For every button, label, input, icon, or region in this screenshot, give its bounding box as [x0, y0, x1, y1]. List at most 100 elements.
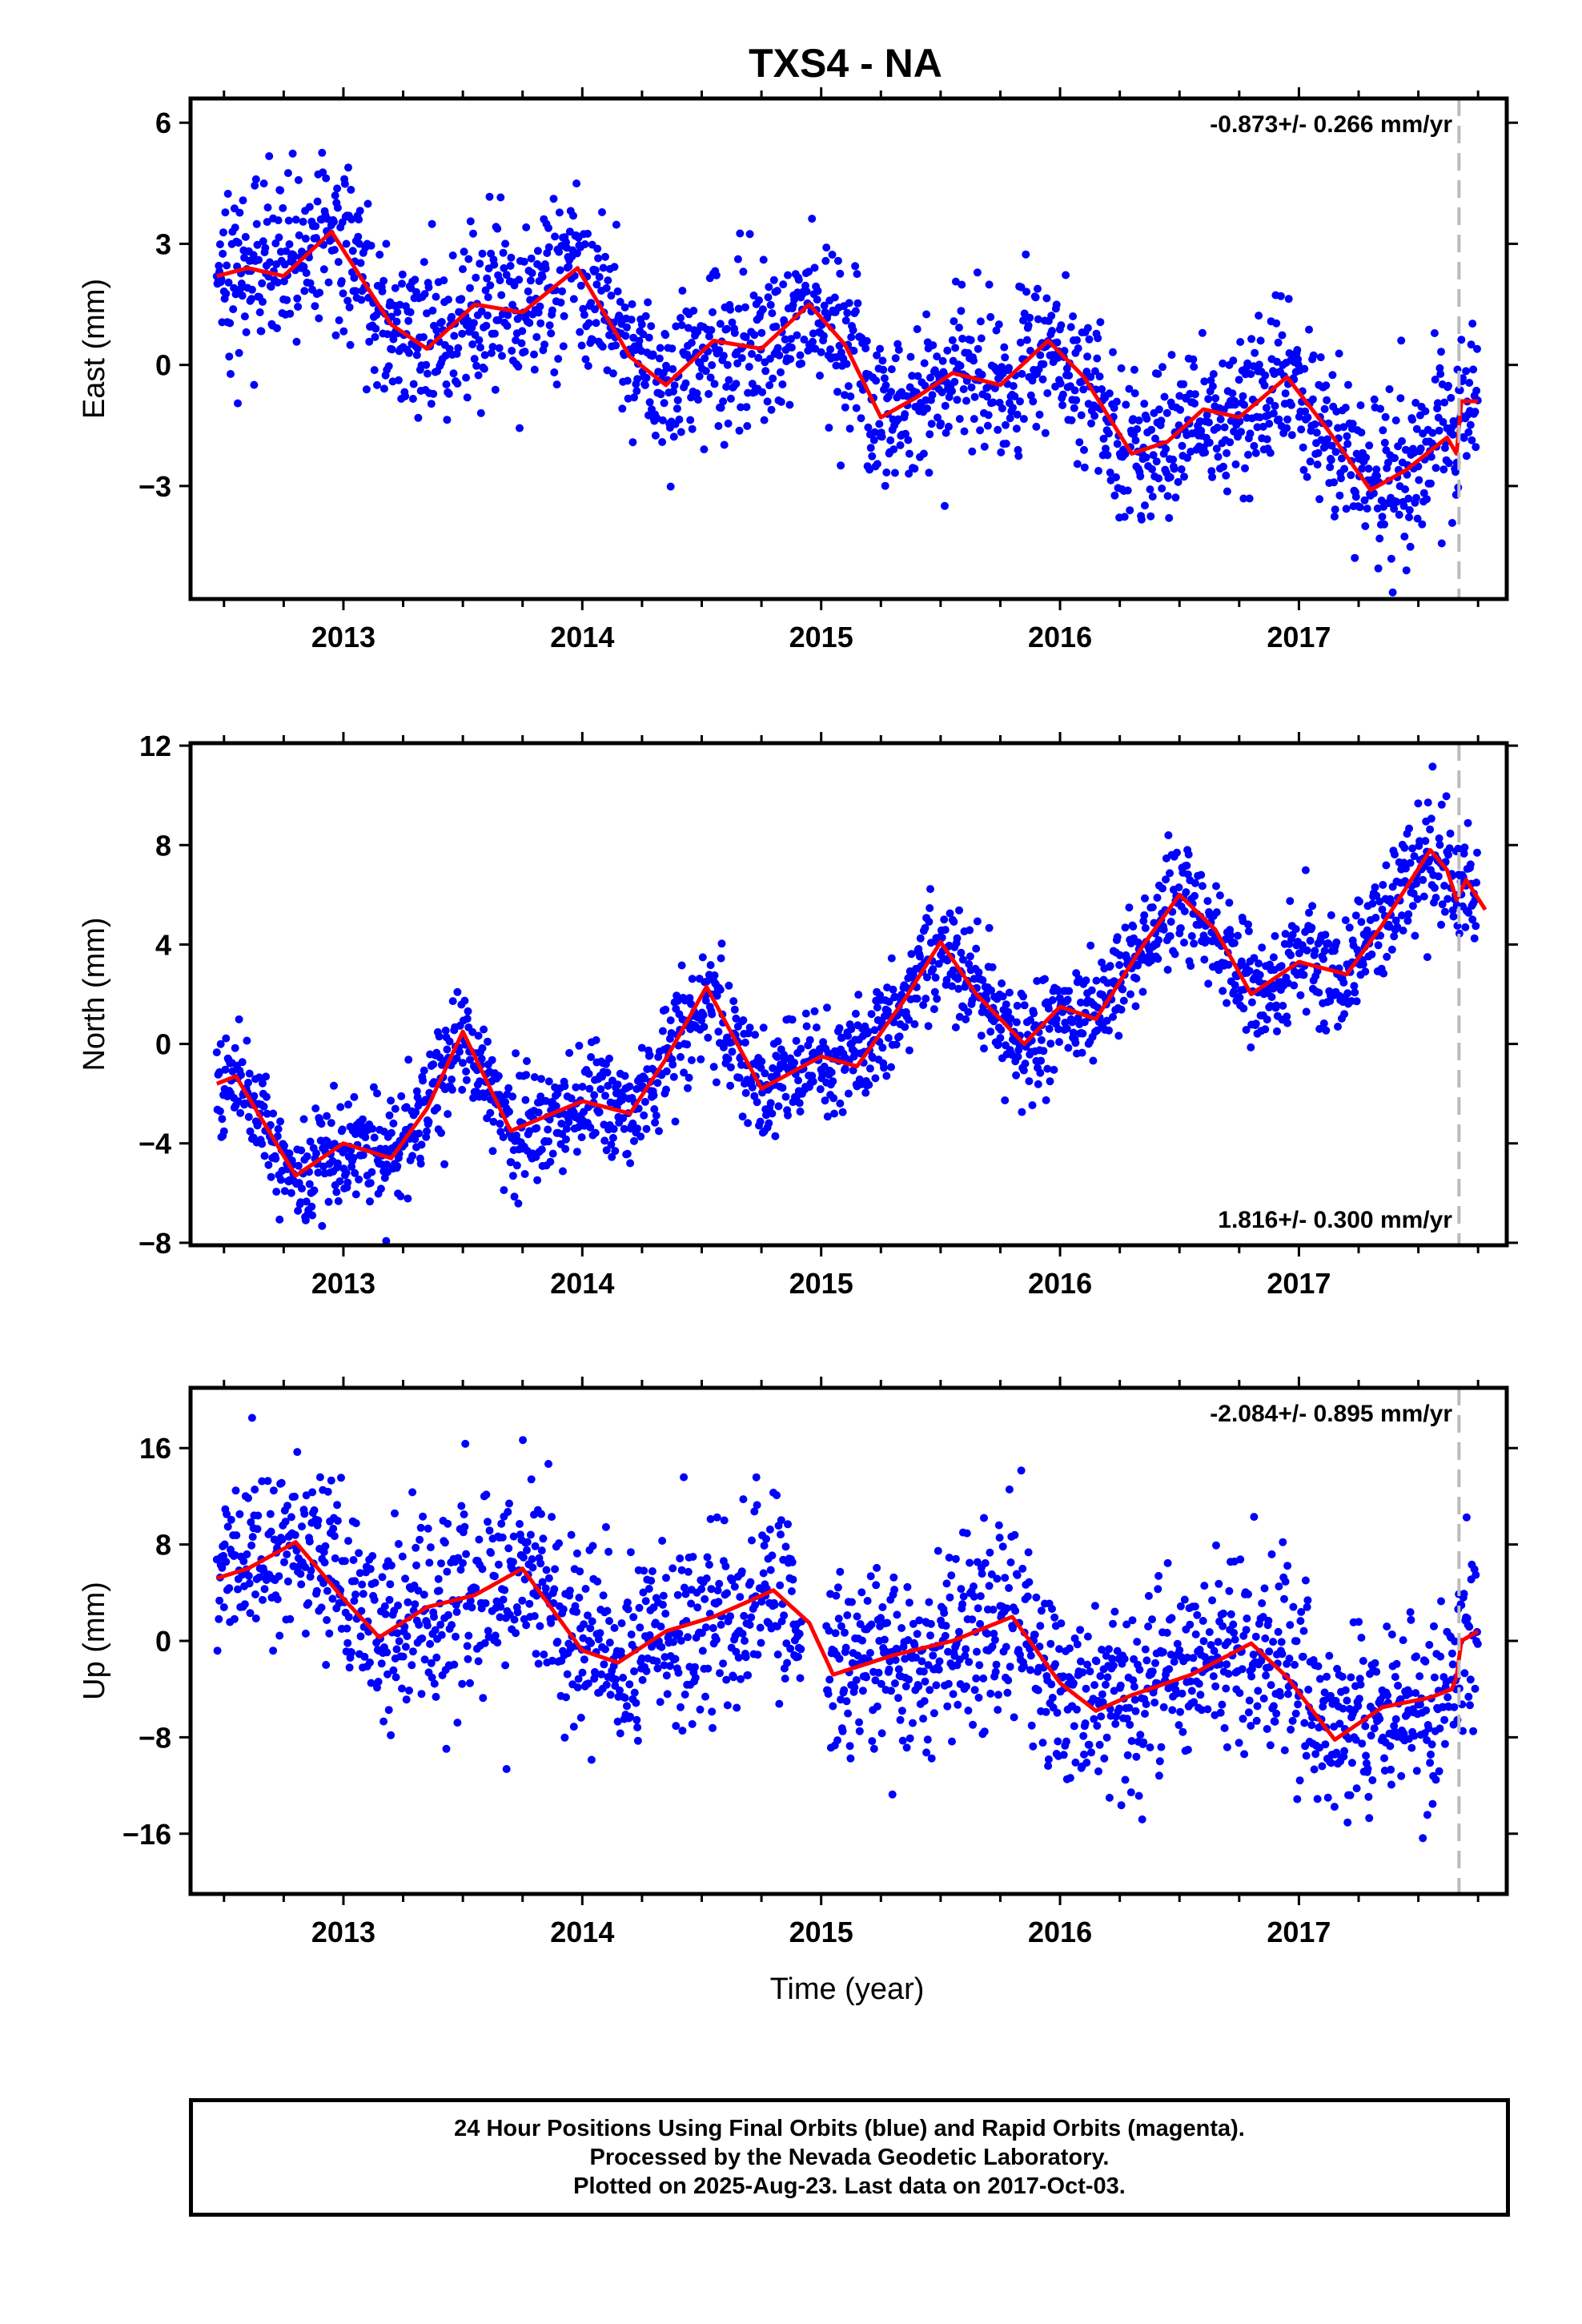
data-point: [263, 1477, 272, 1486]
data-point: [1045, 1024, 1054, 1033]
data-point: [235, 1015, 243, 1023]
data-point: [488, 343, 497, 352]
data-point: [578, 1083, 587, 1091]
data-point: [1320, 404, 1329, 413]
x-ticks: [223, 87, 1480, 610]
data-point: [417, 1140, 426, 1149]
data-point: [1110, 491, 1119, 500]
data-point: [613, 1080, 622, 1089]
data-point: [870, 1026, 879, 1035]
data-point: [661, 1610, 670, 1618]
data-point: [1160, 392, 1169, 401]
data-point: [536, 319, 545, 328]
data-point: [1106, 962, 1114, 971]
data-point: [1095, 372, 1104, 381]
data-point: [710, 380, 719, 388]
data-point: [612, 1675, 620, 1684]
data-point: [464, 1631, 473, 1640]
data-point: [234, 1097, 243, 1106]
data-point: [255, 1073, 263, 1082]
data-point: [1140, 911, 1149, 919]
data-point: [669, 1564, 677, 1573]
data-point: [504, 311, 512, 320]
data-point: [1212, 444, 1221, 453]
data-point: [728, 318, 737, 327]
data-point: [688, 424, 697, 433]
data-point: [290, 252, 299, 261]
data-point: [537, 1546, 546, 1555]
data-point: [496, 1120, 504, 1128]
data-point: [691, 1663, 699, 1671]
data-point: [797, 1044, 805, 1053]
plot-area: [212, 1413, 1482, 1843]
data-point: [773, 344, 782, 352]
data-point: [1253, 423, 1262, 432]
data-point: [751, 1031, 760, 1039]
data-point: [273, 324, 281, 332]
data-point: [389, 1119, 398, 1128]
data-point: [712, 1635, 721, 1644]
data-point: [253, 240, 262, 249]
data-point: [464, 255, 473, 263]
data-point: [1112, 473, 1120, 481]
data-point: [825, 1626, 833, 1635]
data-point: [1230, 939, 1239, 947]
data-point: [670, 381, 679, 390]
data-point: [508, 1558, 517, 1566]
data-point: [1067, 416, 1076, 424]
data-point: [751, 1601, 760, 1610]
data-point: [1132, 974, 1141, 983]
data-point: [1237, 428, 1246, 436]
data-point: [489, 1117, 498, 1126]
data-point: [499, 248, 508, 257]
data-point: [689, 307, 698, 315]
data-point: [453, 380, 462, 388]
data-point: [810, 263, 819, 272]
data-point: [484, 293, 492, 302]
data-point: [868, 452, 877, 460]
data-point: [491, 1631, 500, 1640]
data-point: [917, 1657, 926, 1666]
data-point: [1134, 961, 1142, 970]
data-point: [441, 1026, 450, 1035]
data-point: [1348, 420, 1357, 428]
data-point: [766, 1566, 775, 1574]
data-point: [1391, 454, 1399, 462]
data-point: [491, 329, 499, 338]
data-point: [225, 352, 234, 361]
data-point: [1090, 367, 1099, 376]
data-point: [404, 316, 413, 325]
data-point: [620, 1072, 629, 1080]
data-point: [681, 1590, 690, 1598]
data-point: [392, 317, 401, 326]
data-point: [1472, 386, 1481, 395]
data-point: [1357, 428, 1366, 437]
data-point: [865, 1080, 873, 1089]
data-point: [266, 1510, 275, 1518]
data-point: [639, 1588, 648, 1597]
data-point: [247, 295, 256, 304]
data-point: [516, 424, 524, 432]
data-point: [462, 1068, 471, 1076]
data-point: [1335, 349, 1343, 358]
data-point: [852, 1676, 861, 1684]
data-point: [916, 934, 925, 943]
data-point: [327, 1119, 335, 1128]
data-point: [1263, 1015, 1271, 1024]
data-point: [619, 1674, 628, 1682]
data-point: [359, 1151, 367, 1160]
data-point: [834, 1614, 843, 1623]
data-point: [840, 1686, 849, 1695]
data-point: [894, 1665, 903, 1674]
data-point: [250, 1092, 259, 1100]
data-point: [732, 380, 741, 388]
data-point: [685, 1073, 693, 1082]
data-point: [974, 1604, 982, 1613]
data-point: [344, 1613, 353, 1622]
data-point: [849, 347, 858, 355]
data-point: [964, 1007, 973, 1016]
data-point: [608, 369, 617, 378]
data-point: [394, 376, 403, 384]
data-point: [890, 992, 899, 1001]
data-point: [1131, 436, 1140, 444]
